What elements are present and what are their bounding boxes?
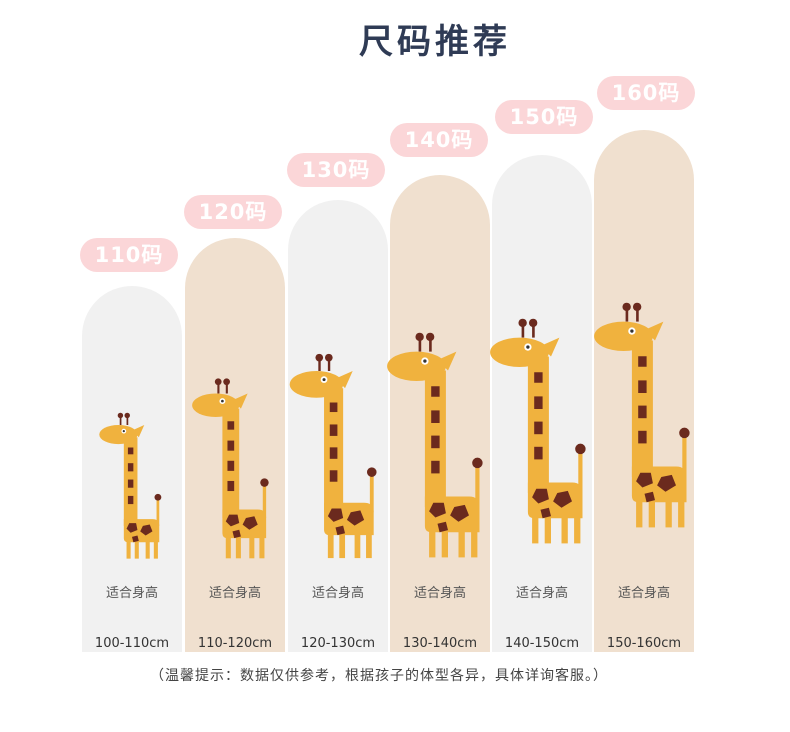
- height-range-label: 100-110cm: [94, 636, 170, 651]
- size-badge-130: 130码: [287, 153, 385, 187]
- fit-height-label: 适合身高: [515, 586, 568, 601]
- size-badge-120: 120码: [184, 195, 282, 229]
- height-range-label: 130-140cm: [402, 636, 478, 651]
- size-badge-150: 150码: [495, 100, 593, 134]
- giraffe-icon: [594, 302, 690, 528]
- height-range-label: 120-130cm: [300, 636, 376, 651]
- giraffe-icon: [490, 318, 586, 544]
- fit-height-label: 适合身高: [311, 586, 364, 601]
- page-title: 尺码推荐: [359, 22, 511, 62]
- size-badge-110: 110码: [80, 238, 178, 272]
- giraffe-icon: [99, 412, 162, 559]
- size-badge-140: 140码: [390, 123, 488, 157]
- fit-height-label: 适合身高: [105, 586, 158, 601]
- height-range-label: 140-150cm: [504, 636, 580, 651]
- giraffe-icon: [192, 378, 269, 559]
- size-column-110: 适合身高 100-110cm: [82, 286, 182, 652]
- size-disclaimer-note: （温馨提示：数据仅供参考，根据孩子的体型各异，具体详询客服。）: [150, 668, 608, 684]
- giraffe-icon: [289, 353, 377, 559]
- fit-height-label: 适合身高: [208, 586, 261, 601]
- height-range-label: 110-120cm: [197, 636, 273, 651]
- fit-height-label: 适合身高: [617, 586, 670, 601]
- fit-height-label: 适合身高: [413, 586, 466, 601]
- size-column-130: 适合身高 120-130cm: [288, 200, 388, 652]
- giraffe-icon: [387, 332, 483, 558]
- height-range-label: 150-160cm: [606, 636, 682, 651]
- size-badge-160: 160码: [597, 76, 695, 110]
